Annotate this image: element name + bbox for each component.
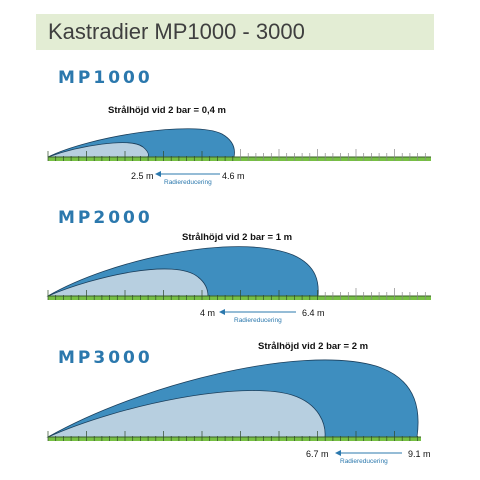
outer-distance-label: 4.6 m	[222, 171, 245, 181]
jet-height-note: Strålhöjd vid 2 bar = 2 m	[258, 341, 368, 352]
panel-mp1000: MP1000 Strålhöjd vid 2 bar = 0,4 m 2.5 m…	[47, 68, 431, 186]
inner-spray-arc	[47, 268, 209, 297]
inner-spray-arc	[47, 390, 326, 438]
outer-distance-label: 6.4 m	[302, 308, 325, 318]
page-title: Kastradier MP1000 - 3000	[48, 19, 305, 44]
model-label: MP2000	[58, 208, 153, 228]
ground-ruler	[47, 149, 431, 161]
jet-height-note: Strålhöjd vid 2 bar = 0,4 m	[108, 105, 226, 116]
outer-distance-label: 9.1 m	[408, 449, 431, 459]
title-bar: Kastradier MP1000 - 3000	[36, 14, 434, 50]
panel-mp2000: MP2000 Strålhöjd vid 2 bar = 1 m 4 m 6.4…	[46, 208, 431, 324]
inner-distance-label: 6.7 m	[306, 449, 329, 459]
ground-strip	[48, 437, 421, 441]
model-label: MP3000	[58, 348, 153, 368]
ground-ruler	[47, 431, 421, 441]
ground-ruler	[47, 288, 431, 300]
reduction-label: Radiereducering	[164, 179, 212, 186]
reduction-label: Radiereducering	[340, 458, 388, 465]
inner-distance-label: 2.5 m	[131, 171, 154, 181]
jet-height-note: Strålhöjd vid 2 bar = 1 m	[182, 232, 292, 243]
inner-spray-arc	[47, 142, 149, 158]
ground-strip	[48, 296, 431, 300]
panel-mp3000: MP3000 Strålhöjd vid 2 bar = 2 m 6.7 m 9…	[46, 341, 431, 465]
inner-distance-label: 4 m	[200, 308, 215, 318]
ground-strip	[48, 157, 431, 161]
reduction-label: Radiereducering	[234, 317, 282, 324]
model-label: MP1000	[58, 68, 153, 88]
